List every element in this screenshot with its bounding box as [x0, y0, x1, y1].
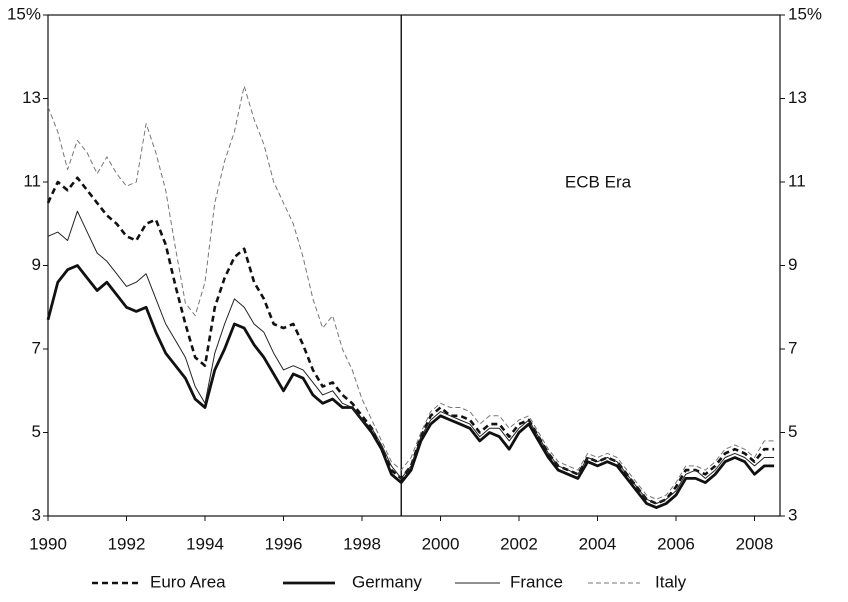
y2-tick-label: 5 — [788, 422, 797, 441]
y-tick-label: 3 — [32, 505, 41, 524]
y2-tick-label: 9 — [788, 255, 797, 274]
series-line — [47, 210, 775, 504]
y2-tick-label: 11 — [788, 171, 806, 190]
y-tick-label: 15% — [7, 4, 41, 23]
x-tick-label: 2004 — [579, 534, 617, 553]
series-line — [46, 264, 775, 509]
annotation: ECB Era — [565, 172, 632, 191]
x-tick-label: 1990 — [29, 534, 67, 553]
y-tick-label: 11 — [23, 171, 41, 190]
y2-tick-label: 15% — [788, 4, 822, 23]
x-tick-label: 2002 — [500, 534, 538, 553]
x-tick-label: 1994 — [186, 534, 224, 553]
y-tick-label: 9 — [32, 255, 41, 274]
series-line — [46, 176, 775, 505]
series-line — [47, 85, 775, 500]
y2-tick-label: 3 — [788, 505, 797, 524]
legend-label: Germany — [352, 572, 422, 591]
x-tick-label: 2006 — [657, 534, 695, 553]
legend-label: Italy — [655, 572, 687, 591]
x-tick-label: 1996 — [265, 534, 303, 553]
x-tick-label: 1998 — [343, 534, 381, 553]
legend-label: Euro Area — [150, 572, 226, 591]
y-tick-label: 5 — [32, 422, 41, 441]
x-tick-label: 2008 — [736, 534, 774, 553]
y-tick-label: 7 — [32, 338, 41, 357]
plot-frame — [47, 14, 781, 517]
y2-tick-label: 13 — [788, 88, 807, 107]
y2-tick-label: 7 — [788, 338, 797, 357]
y-tick-label: 13 — [22, 88, 41, 107]
x-tick-label: 1992 — [108, 534, 146, 553]
legend-label: France — [510, 572, 563, 591]
x-tick-label: 2000 — [422, 534, 460, 553]
